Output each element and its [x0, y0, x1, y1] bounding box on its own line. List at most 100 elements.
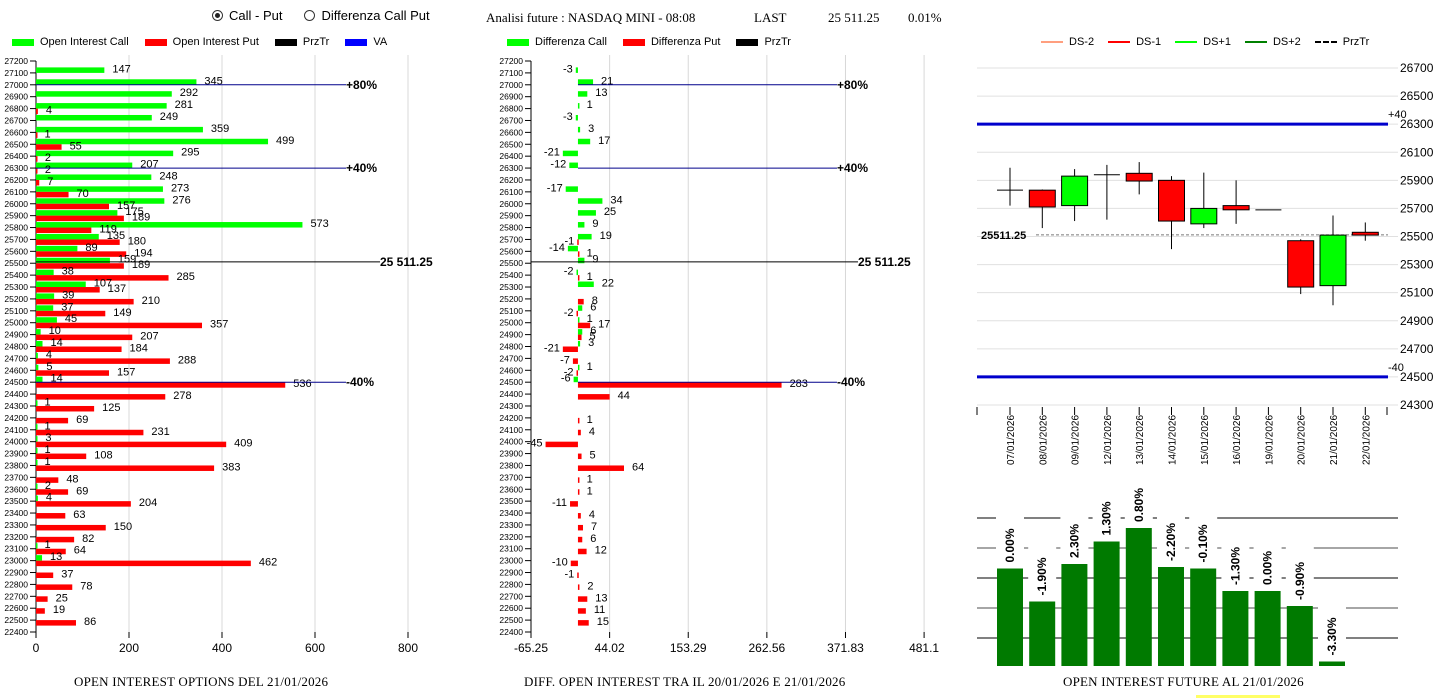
put-bar	[36, 287, 100, 293]
put-bar	[36, 227, 92, 234]
candle-up	[1319, 234, 1347, 287]
call-bar	[577, 210, 596, 216]
put-value-label: 285	[177, 271, 195, 283]
radio-differenza-call-put[interactable]: Differenza Call Put	[304, 8, 430, 23]
y-tick-label: 24200	[4, 413, 28, 423]
legend-line	[1314, 41, 1337, 43]
oi-bar	[1254, 591, 1281, 666]
date-label: 15/01/2026	[1200, 415, 1211, 465]
call-bar	[36, 210, 118, 216]
put-bar	[36, 156, 38, 162]
y-tick-label: 25900	[499, 211, 523, 221]
y-tick-label: 24100	[4, 425, 28, 435]
put-bar	[36, 251, 127, 257]
oi-bar-label: 0.80%	[1132, 488, 1146, 522]
y-tick-label: 24300	[4, 401, 28, 411]
y-tick-label: 25100	[1400, 286, 1434, 300]
call-bar	[577, 329, 583, 335]
call-value-label: 175	[125, 206, 143, 218]
x-tick-label: 600	[305, 641, 325, 655]
put-value-label: 4	[589, 509, 595, 521]
call-value-label: -3	[563, 63, 573, 75]
call-value-label: -3	[563, 111, 573, 123]
put-bar	[36, 168, 38, 174]
legend-line	[1244, 41, 1267, 43]
put-value-label: 64	[632, 461, 644, 473]
put-bar	[36, 405, 95, 412]
y-tick-label: 25900	[1400, 173, 1434, 187]
put-value-label: 25	[56, 592, 68, 604]
y-tick-label: 24400	[499, 389, 523, 399]
put-value-label: -1	[564, 569, 574, 581]
y-tick-label: 26800	[499, 104, 523, 114]
y-tick-label: 27100	[4, 68, 28, 78]
radio-unselected-icon	[304, 10, 316, 21]
call-value-label: 359	[211, 123, 229, 135]
y-tick-label: 25500	[1400, 230, 1434, 244]
legend-item-ds+2: DS+2	[1244, 36, 1301, 48]
y-tick-label: 23500	[499, 496, 523, 506]
put-value-label: 383	[222, 461, 240, 473]
y-tick-label: 23700	[4, 472, 28, 482]
put-value-label: 119	[99, 224, 117, 236]
put-bar	[36, 572, 54, 579]
legend-swatch	[12, 38, 34, 46]
put-value-label: 82	[82, 533, 94, 545]
put-bar	[36, 334, 133, 341]
put-value-label: 64	[74, 545, 86, 557]
oi-bar-label: -1.30%	[1228, 547, 1242, 585]
put-bar	[36, 429, 144, 436]
date-label: 08/01/2026	[1038, 415, 1049, 465]
x-tick-label: 200	[119, 641, 139, 655]
call-value-label: 107	[94, 278, 112, 290]
put-value-label: 55	[70, 140, 82, 152]
put-value-label: 1	[44, 128, 50, 140]
y-tick-label: 25300	[4, 282, 28, 292]
y-tick-label: 22800	[499, 579, 523, 589]
y-tick-label: 25700	[1400, 201, 1434, 215]
put-value-label: 7	[47, 176, 53, 188]
y-tick-label: 24400	[4, 389, 28, 399]
va-reference-label: -40%	[837, 375, 865, 389]
legend-item-ds-2: DS-2	[1041, 36, 1094, 48]
call-bar	[567, 245, 578, 252]
y-tick-label: 25800	[4, 223, 28, 233]
x-tick-label: 800	[398, 641, 418, 655]
put-value-label: 1	[587, 473, 593, 485]
highlight-strip	[1196, 695, 1280, 698]
y-tick-label: 26300	[499, 163, 523, 173]
call-bar	[36, 269, 54, 276]
put-bar	[36, 215, 124, 222]
put-value-label: 17	[598, 319, 610, 331]
put-bar	[577, 584, 580, 590]
open-interest-future-chart: 0.00% -1.90% 2.30% 1.30% 0.80% -2.20% -0.10% -1…	[977, 468, 1398, 666]
call-bar	[36, 436, 38, 442]
put-bar	[577, 298, 584, 305]
y-tick-label: 26100	[499, 187, 523, 197]
y-tick-label: 23200	[499, 532, 523, 542]
call-value-label: 276	[172, 194, 190, 206]
y-tick-label: 22700	[4, 591, 28, 601]
put-value-label: 207	[140, 331, 158, 343]
radio-call-put[interactable]: Call - Put	[212, 8, 282, 23]
y-tick-label: 26500	[499, 139, 523, 149]
put-bar	[577, 453, 582, 460]
call-bar	[36, 364, 39, 371]
legend-label: DS-2	[1069, 36, 1095, 48]
put-value-label: -7	[560, 354, 570, 366]
middle-chart-caption: DIFF. OPEN INTEREST TRA IL 20/01/2026 E …	[524, 674, 846, 689]
put-bar	[577, 275, 580, 281]
call-bar	[565, 186, 578, 192]
y-tick-label: 25300	[1400, 258, 1434, 272]
put-value-label: 37	[61, 569, 73, 581]
y-tick-label: 27200	[4, 56, 28, 66]
call-bar	[36, 126, 203, 133]
put-value-label: 44	[618, 390, 630, 402]
call-bar	[577, 317, 580, 323]
y-tick-label: 26300	[4, 163, 28, 173]
y-tick-label: 25800	[499, 223, 523, 233]
przTr-label: 25511.25	[981, 230, 1026, 242]
oi-bar-label: -3.30%	[1325, 617, 1339, 655]
put-bar	[36, 370, 110, 376]
call-value-label: 573	[310, 218, 328, 230]
